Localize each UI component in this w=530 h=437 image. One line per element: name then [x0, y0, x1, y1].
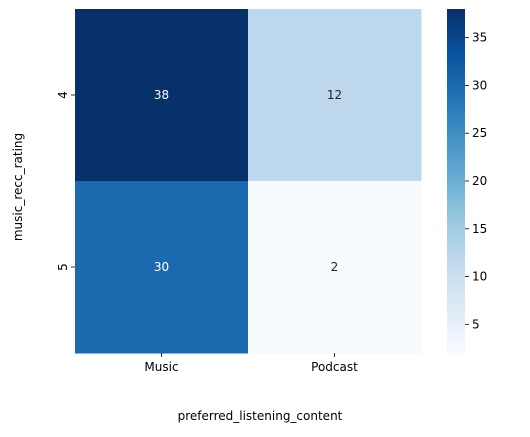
colorbar-tick-label: 30 [472, 78, 487, 92]
colorbar-tick-label: 20 [472, 174, 487, 188]
colorbar-tick-label: 10 [472, 270, 487, 284]
colorbar-tick-label: 5 [472, 317, 480, 331]
cell-value-label: 30 [154, 260, 169, 274]
y-axis-label: music_recc_rating [11, 133, 25, 241]
colorbar-tick-label: 25 [472, 126, 487, 140]
y-tick-label: 5 [56, 263, 70, 271]
colorbar-tick-label: 35 [472, 31, 487, 45]
y-axis-ticks: 45 [56, 91, 75, 271]
heatmap-cells [75, 9, 422, 354]
heatmap-cell [75, 9, 249, 182]
cell-value-label: 38 [154, 88, 169, 102]
y-tick-label: 4 [56, 91, 70, 99]
colorbar: 5 10 15 20 25 30 35 [447, 9, 487, 353]
x-axis-label: preferred_listening_content [178, 409, 343, 423]
colorbar-ticks: 5 10 15 20 25 30 35 [465, 31, 487, 331]
heatmap-cell [248, 9, 422, 182]
cell-value-label: 2 [331, 260, 339, 274]
x-tick-label: Music [144, 360, 178, 374]
heatmap-cell [75, 181, 249, 354]
cell-annotations: 38 12 30 2 [154, 88, 342, 274]
x-axis-ticks: Music Podcast [144, 353, 358, 374]
heatmap-cell [248, 181, 422, 354]
colorbar-tick-label: 15 [472, 222, 487, 236]
cell-value-label: 12 [327, 88, 342, 102]
colorbar-gradient [447, 9, 465, 353]
x-tick-label: Podcast [311, 360, 358, 374]
